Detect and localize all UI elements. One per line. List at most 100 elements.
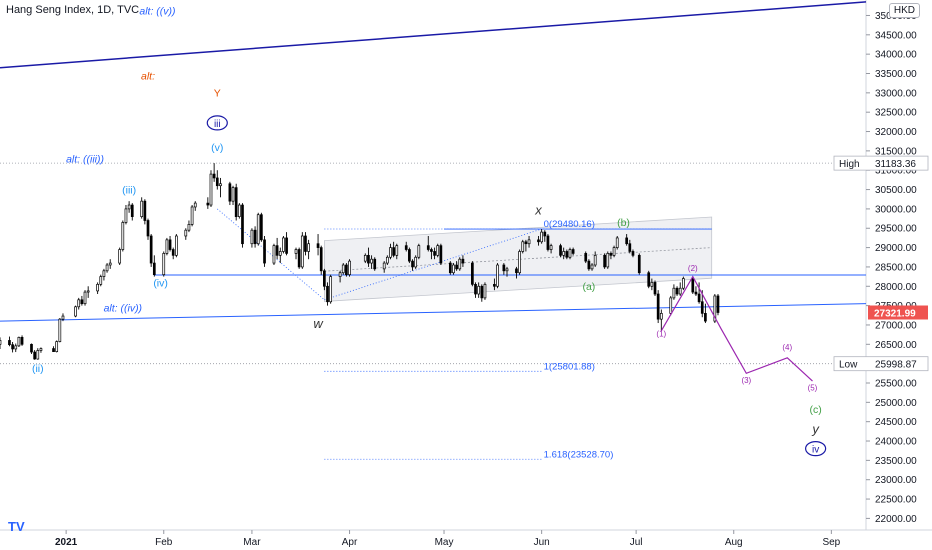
candle-body: [691, 278, 695, 293]
candle: [316, 234, 320, 256]
candle: [11, 341, 14, 353]
candle-body: [275, 245, 279, 256]
wave-label: alt: ((iv)): [104, 302, 143, 314]
price-tick-label: 32500.00: [875, 108, 917, 119]
candle: [102, 268, 106, 281]
candle: [615, 235, 619, 250]
candle: [426, 235, 430, 252]
candle-body: [694, 291, 698, 295]
candle-body: [52, 348, 55, 353]
candle: [348, 259, 351, 277]
candle-body: [612, 247, 616, 256]
candle-body: [653, 282, 657, 295]
candle: [448, 261, 452, 275]
candle-body: [716, 295, 720, 313]
candle-body: [263, 239, 266, 264]
candle-body: [345, 264, 348, 276]
candle-body: [187, 224, 191, 231]
candle: [559, 243, 562, 258]
candle-body: [628, 243, 632, 252]
projection-wave-label: (3): [741, 376, 751, 385]
candle-body: [439, 245, 443, 264]
candle: [549, 243, 553, 254]
candle-body: [395, 245, 399, 256]
candle-body: [130, 204, 134, 217]
candle: [414, 255, 418, 269]
candle: [496, 263, 499, 289]
wave-label-circle: [805, 441, 827, 457]
candle: [256, 212, 260, 246]
candle: [219, 177, 222, 198]
candle: [515, 266, 518, 279]
candle-body: [61, 315, 65, 320]
candle-body: [108, 262, 112, 266]
candle-body: [300, 235, 304, 268]
candle-body: [524, 241, 528, 245]
wave-label: y: [811, 421, 820, 436]
wave-label: iii: [214, 119, 221, 130]
price-tick-label: 30500.00: [875, 185, 917, 196]
price-tick-label: 24500.00: [875, 417, 917, 428]
candle: [430, 247, 433, 260]
candle: [187, 220, 191, 233]
candle-body: [127, 204, 131, 210]
candle: [146, 218, 150, 240]
lower-trendline: [0, 303, 867, 322]
candle-body: [105, 264, 109, 272]
price-tick-label: 28500.00: [875, 262, 917, 273]
candle-body: [256, 214, 260, 245]
candle: [565, 249, 569, 260]
candle: [631, 249, 635, 258]
price-tick-label: 28000.00: [875, 282, 917, 293]
price-tick-label: 22000.00: [875, 514, 917, 525]
candle-body: [190, 206, 194, 225]
candle-body: [411, 260, 414, 268]
candle: [33, 350, 36, 360]
candle-body: [0, 340, 2, 345]
candle-body: [625, 237, 629, 245]
candle-body: [704, 313, 707, 322]
time-tick-label: Mar: [243, 537, 261, 548]
candle: [584, 251, 588, 264]
currency-badge[interactable]: HKD: [888, 3, 920, 18]
candle-body: [124, 208, 128, 223]
price-marker-name: High: [839, 159, 860, 170]
candle-body: [448, 262, 452, 274]
last-price-badge: [868, 305, 928, 320]
candles-group: [0, 163, 720, 360]
candle-body: [206, 202, 210, 206]
candle: [80, 295, 84, 306]
candle-body: [121, 222, 125, 250]
wave-connector-line: [324, 228, 542, 301]
candle-body: [294, 249, 298, 254]
candle: [20, 335, 24, 346]
candle-body: [184, 229, 188, 237]
candle-body: [165, 239, 169, 254]
candle: [124, 205, 128, 225]
candle-body: [568, 249, 572, 258]
candle: [297, 247, 301, 269]
candle: [417, 243, 421, 260]
price-tick-label: 31000.00: [875, 166, 917, 177]
candle: [294, 247, 298, 260]
candle: [278, 247, 282, 264]
tradingview-logo[interactable]: TV: [8, 519, 25, 534]
candle: [455, 261, 458, 271]
price-marker-value: 25998.87: [875, 360, 917, 371]
candle: [74, 305, 77, 318]
candle: [275, 237, 279, 260]
candle-body: [436, 245, 440, 256]
wave-label: (iv): [153, 277, 168, 289]
price-tick-label: 33500.00: [875, 69, 917, 80]
candle-body: [237, 204, 241, 217]
candle: [282, 235, 285, 254]
candle-body: [404, 245, 408, 250]
candle-body: [373, 258, 377, 270]
candle: [36, 348, 40, 360]
candle: [606, 251, 610, 269]
candle: [127, 201, 131, 213]
candle-body: [96, 283, 99, 292]
candle: [452, 263, 455, 275]
candle: [121, 220, 125, 252]
